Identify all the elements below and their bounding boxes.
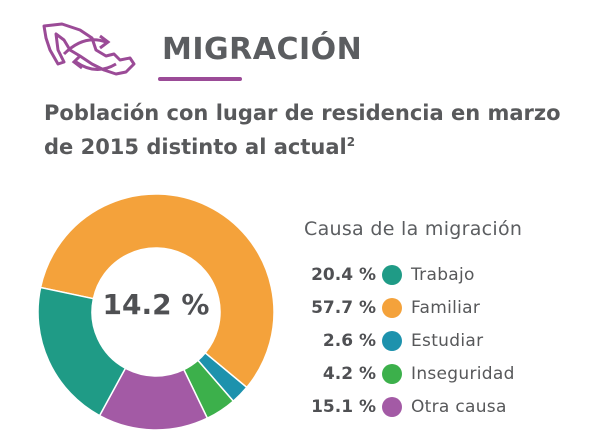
title-underline	[158, 77, 242, 81]
chart-subtitle: Población con lugar de residencia en mar…	[44, 96, 604, 164]
legend-value: 57.7 %	[311, 297, 376, 318]
header: MIGRACIÓN	[40, 20, 600, 84]
legend-item-estudiar: 2.6 % Estudiar	[300, 324, 600, 357]
center-label: 14.2 %	[102, 288, 210, 321]
legend-title: Causa de la migración	[304, 218, 523, 240]
legend-value: 15.1 %	[311, 396, 376, 417]
subtitle-line-2: de 2015 distinto al actual	[44, 135, 347, 159]
mexico-map-migration-icon	[42, 22, 136, 76]
legend-value: 4.2 %	[322, 363, 376, 384]
legend-value: 2.6 %	[322, 330, 376, 351]
legend-item-trabajo: 20.4 % Trabajo	[300, 258, 600, 291]
legend-swatch	[382, 330, 402, 351]
slice-familiar	[39, 193, 275, 389]
legend-label: Familiar	[411, 297, 481, 318]
section-title: MIGRACIÓN	[162, 32, 363, 67]
legend-item-inseguridad: 4.2 % Inseguridad	[300, 357, 600, 390]
legend-swatch	[382, 297, 402, 318]
legend-swatch	[382, 264, 402, 285]
legend-label: Estudiar	[411, 330, 484, 351]
footnote-marker: 2	[346, 135, 356, 149]
slice-trabajo	[37, 286, 127, 417]
subtitle-line-1: Población con lugar de residencia en mar…	[44, 101, 561, 125]
legend-label: Otra causa	[411, 396, 507, 417]
legend-label: Inseguridad	[411, 363, 515, 384]
legend-item-familiar: 57.7 % Familiar	[300, 291, 600, 324]
legend-label: Trabajo	[411, 264, 475, 285]
legend: 20.4 % Trabajo 57.7 % Familiar 2.6 % Estudiar…	[300, 258, 600, 423]
legend-item-otra-causa: 15.1 % Otra causa	[300, 390, 600, 423]
legend-swatch	[382, 396, 402, 417]
legend-swatch	[382, 363, 402, 384]
donut-chart	[37, 193, 275, 431]
legend-value: 20.4 %	[311, 264, 376, 285]
